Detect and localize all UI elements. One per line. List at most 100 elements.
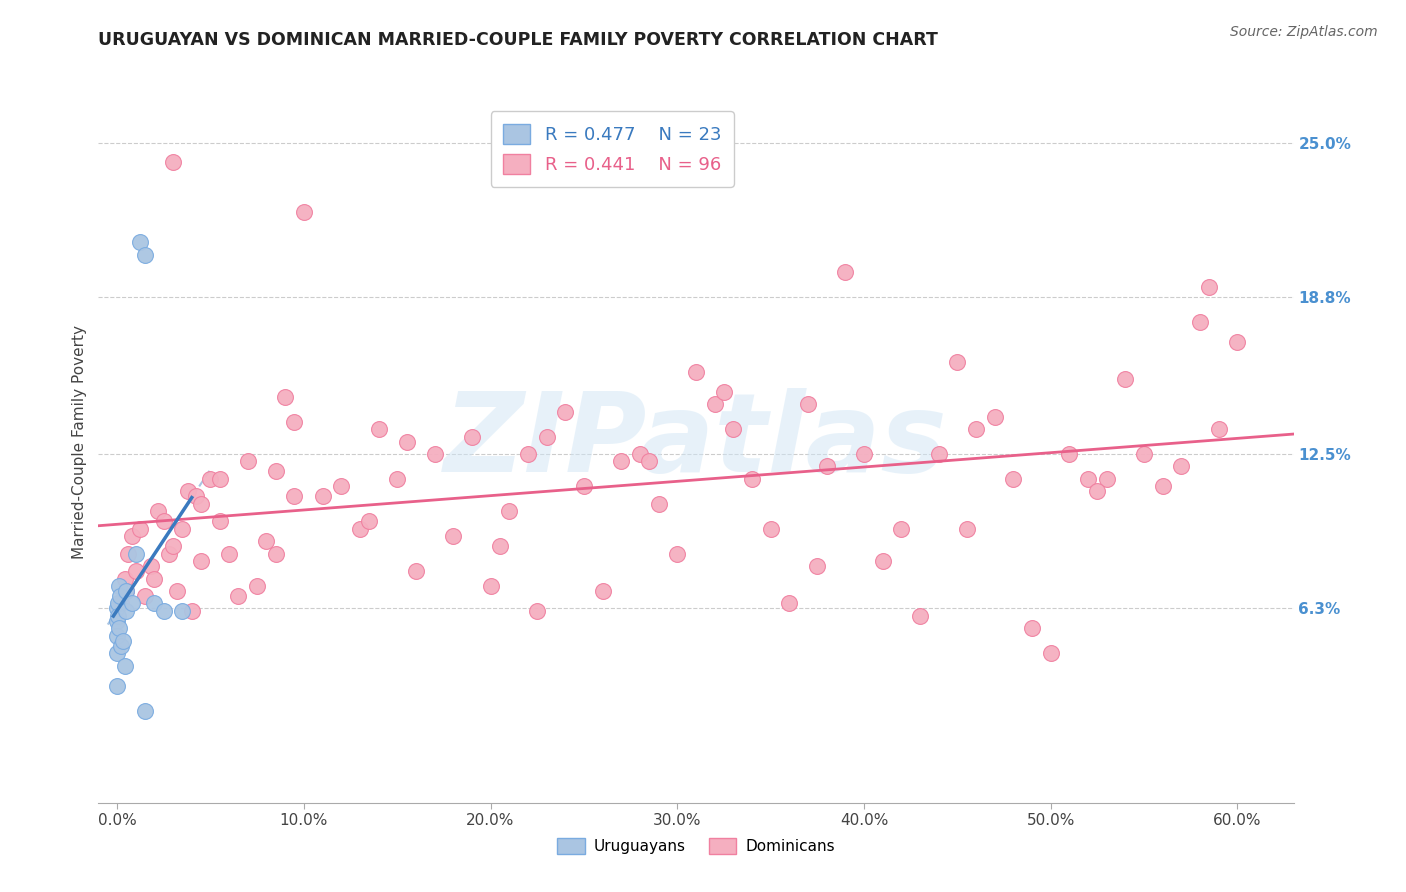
Point [208, 514, 231, 528]
Point [125, 564, 148, 578]
Text: URUGUAYAN VS DOMINICAN MARRIED-COUPLE FAMILY POVERTY CORRELATION CHART: URUGUAYAN VS DOMINICAN MARRIED-COUPLE FA… [98, 31, 938, 49]
Point [405, 564, 427, 578]
Legend: Uruguayans, Dominicans: Uruguayans, Dominicans [551, 832, 841, 860]
Point [128, 522, 150, 536]
Point [759, 522, 782, 536]
Point [890, 522, 912, 536]
Point [105, 601, 128, 615]
Point [162, 155, 184, 169]
Point [105, 646, 128, 660]
Point [139, 559, 162, 574]
Point [283, 415, 305, 429]
Point [349, 522, 371, 536]
Point [489, 539, 512, 553]
Point [283, 489, 305, 503]
Point [872, 554, 894, 568]
Point [385, 472, 409, 486]
Point [190, 554, 212, 568]
Point [1059, 447, 1081, 461]
Point [105, 679, 128, 693]
Point [105, 629, 128, 643]
Point [115, 604, 138, 618]
Point [125, 547, 148, 561]
Point [367, 422, 389, 436]
Point [121, 529, 143, 543]
Point [956, 522, 979, 536]
Point [117, 547, 139, 561]
Point [108, 621, 131, 635]
Y-axis label: Married-Couple Family Poverty: Married-Couple Family Poverty [72, 325, 87, 558]
Point [1095, 472, 1118, 486]
Point [128, 235, 150, 250]
Point [1198, 280, 1220, 294]
Point [703, 397, 725, 411]
Point [1077, 472, 1099, 486]
Point [647, 497, 669, 511]
Point [1133, 447, 1156, 461]
Point [1002, 472, 1025, 486]
Point [115, 584, 138, 599]
Point [172, 604, 194, 618]
Point [610, 454, 633, 468]
Point [479, 579, 502, 593]
Point [741, 472, 763, 486]
Point [572, 479, 595, 493]
Point [256, 534, 278, 549]
Point [984, 409, 1007, 424]
Point [713, 384, 735, 399]
Point [218, 547, 240, 561]
Point [806, 559, 828, 574]
Point [797, 397, 820, 411]
Point [274, 390, 297, 404]
Point [526, 604, 548, 618]
Point [264, 465, 287, 479]
Point [395, 434, 418, 449]
Point [152, 514, 174, 528]
Point [110, 639, 132, 653]
Point [928, 447, 950, 461]
Point [685, 365, 707, 379]
Point [134, 704, 156, 718]
Point [815, 459, 838, 474]
Point [143, 597, 166, 611]
Point [778, 597, 800, 611]
Point [114, 572, 136, 586]
Point [108, 579, 131, 593]
Point [1208, 422, 1230, 436]
Point [148, 504, 170, 518]
Point [666, 547, 689, 561]
Point [115, 584, 138, 599]
Point [1021, 621, 1043, 635]
Point [184, 489, 207, 503]
Point [834, 265, 856, 279]
Point [723, 422, 745, 436]
Point [908, 609, 931, 624]
Point [152, 604, 174, 618]
Point [292, 205, 315, 219]
Point [628, 447, 651, 461]
Point [1039, 646, 1062, 660]
Point [516, 447, 538, 461]
Point [441, 529, 464, 543]
Point [1152, 479, 1174, 493]
Point [965, 422, 987, 436]
Text: Source: ZipAtlas.com: Source: ZipAtlas.com [1230, 25, 1378, 39]
Point [105, 614, 128, 628]
Point [172, 522, 194, 536]
Point [1226, 334, 1249, 349]
Point [134, 589, 156, 603]
Point [638, 454, 661, 468]
Point [111, 633, 134, 648]
Point [110, 597, 132, 611]
Point [554, 404, 576, 418]
Point [228, 589, 250, 603]
Point [1087, 484, 1109, 499]
Point [1189, 315, 1212, 329]
Point [157, 547, 180, 561]
Point [498, 504, 520, 518]
Point [1114, 372, 1136, 386]
Point [461, 429, 484, 443]
Point [264, 547, 287, 561]
Point [143, 572, 166, 586]
Point [134, 248, 156, 262]
